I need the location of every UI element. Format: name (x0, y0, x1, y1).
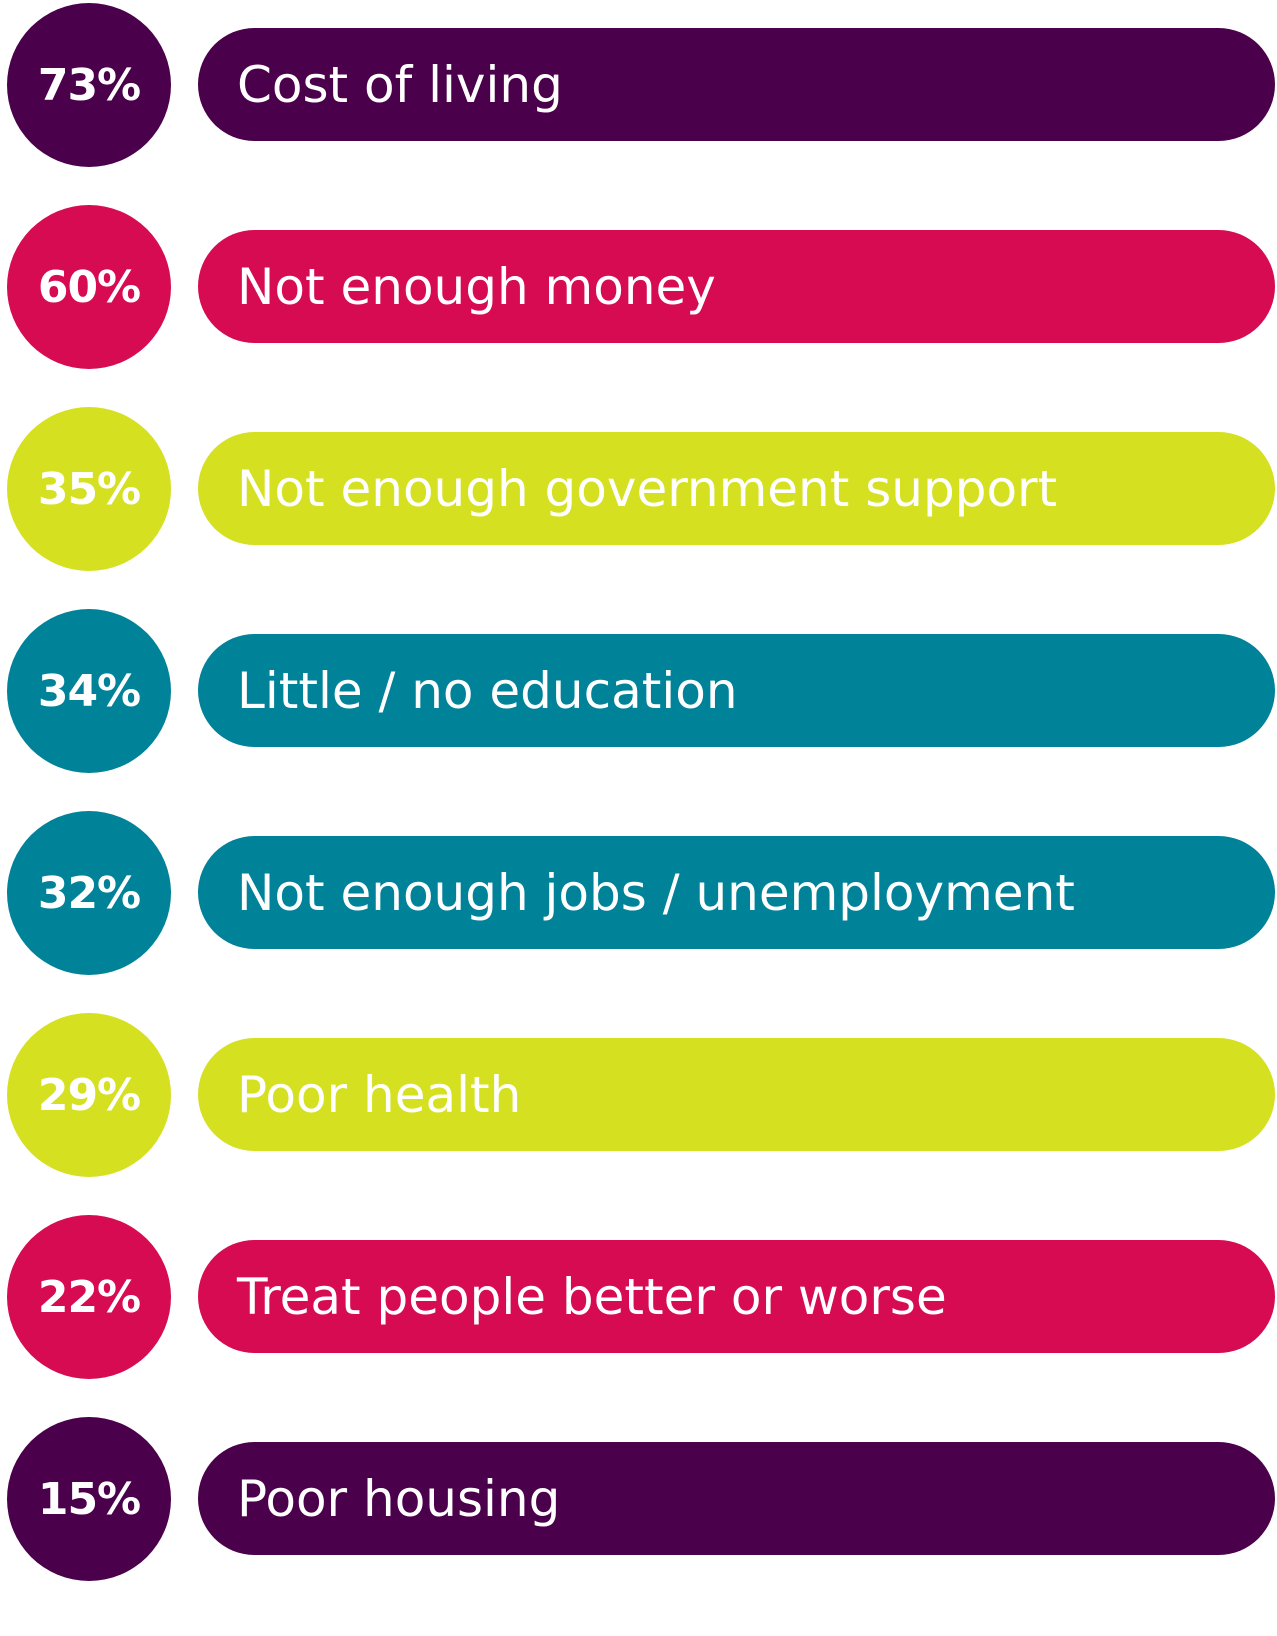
chart-row: 73% Cost of living (0, 3, 1277, 167)
category-bar: Not enough money (198, 230, 1275, 343)
category-label: Little / no education (237, 661, 738, 720)
chart-row: 29% Poor health (0, 1013, 1277, 1177)
category-bar: Cost of living (198, 28, 1275, 141)
category-bar: Not enough government support (198, 432, 1275, 545)
category-bar: Not enough jobs / unemployment (198, 836, 1275, 949)
value-badge: 60% (7, 205, 171, 369)
category-label: Treat people better or worse (237, 1267, 947, 1326)
value-badge: 73% (7, 3, 171, 167)
category-bar: Poor housing (198, 1442, 1275, 1555)
category-label: Not enough money (237, 257, 716, 316)
value-badge: 29% (7, 1013, 171, 1177)
value-badge: 32% (7, 811, 171, 975)
value-badge: 15% (7, 1417, 171, 1581)
category-bar: Treat people better or worse (198, 1240, 1275, 1353)
category-label: Poor health (237, 1065, 522, 1124)
chart-row: 34% Little / no education (0, 609, 1277, 773)
category-label: Not enough government support (237, 459, 1058, 518)
category-bar: Poor health (198, 1038, 1275, 1151)
category-label: Cost of living (237, 55, 563, 114)
value-badge: 22% (7, 1215, 171, 1379)
category-label: Not enough jobs / unemployment (237, 863, 1075, 922)
chart-row: 60% Not enough money (0, 205, 1277, 369)
category-label: Poor housing (237, 1469, 561, 1528)
chart-row: 35% Not enough government support (0, 407, 1277, 571)
chart-row: 22% Treat people better or worse (0, 1215, 1277, 1379)
chart-row: 15% Poor housing (0, 1417, 1277, 1581)
value-badge: 34% (7, 609, 171, 773)
chart-row: 32% Not enough jobs / unemployment (0, 811, 1277, 975)
value-badge: 35% (7, 407, 171, 571)
category-bar: Little / no education (198, 634, 1275, 747)
